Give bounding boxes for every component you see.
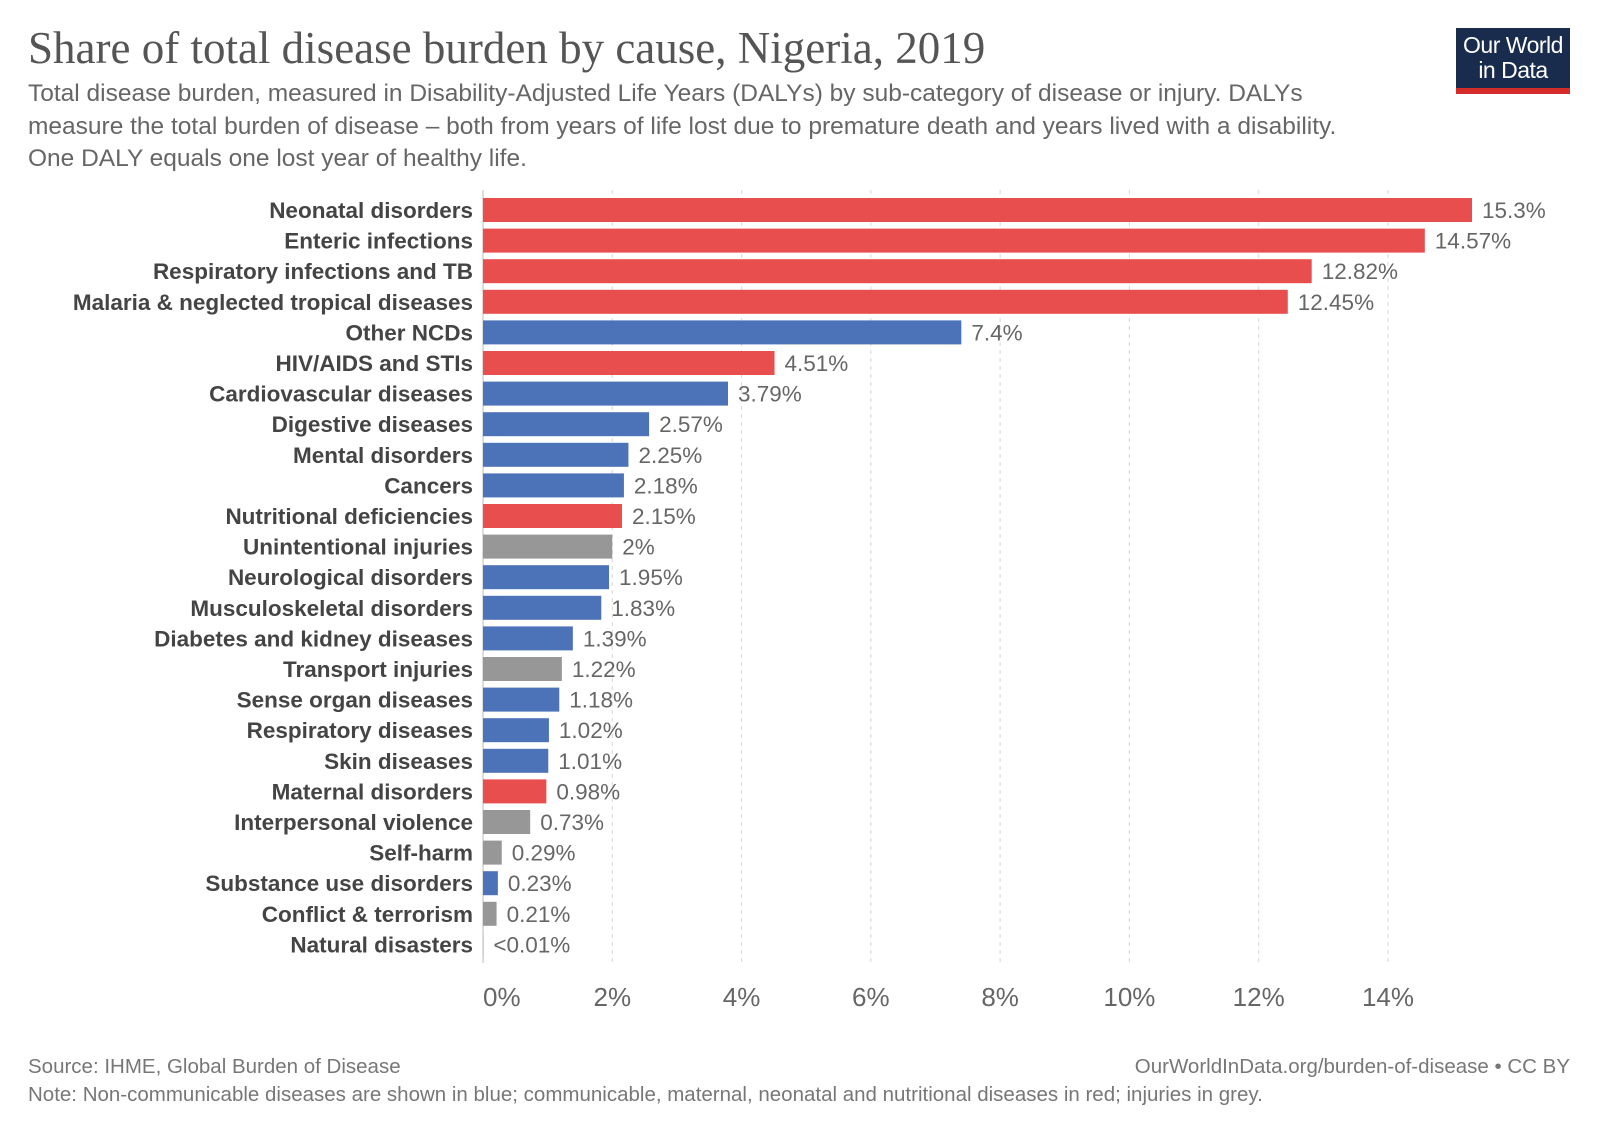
category-label: Neonatal disorders <box>269 198 473 223</box>
logo-line-1: Our World <box>1463 32 1563 58</box>
category-label: Interpersonal violence <box>234 810 473 835</box>
bar <box>483 259 1312 284</box>
value-label: 2.57% <box>659 412 723 437</box>
source-note: Source: IHME, Global Burden of Disease <box>28 1055 401 1078</box>
category-label: Musculoskeletal disorders <box>190 596 473 621</box>
value-label: 0.21% <box>507 902 571 927</box>
category-label: Enteric infections <box>284 229 473 254</box>
bar <box>483 381 728 406</box>
bar-chart: Neonatal disorders Enteric infections Resp… <box>73 190 1546 1012</box>
bar <box>483 840 502 865</box>
bar <box>483 504 622 528</box>
value-label: 1.83% <box>611 596 675 621</box>
value-label: 4.51% <box>785 351 849 376</box>
category-label: Other NCDs <box>345 320 473 345</box>
category-label: Nutritional deficiencies <box>225 504 473 529</box>
category-label: Diabetes and kidney diseases <box>154 626 473 651</box>
bar <box>483 657 562 681</box>
value-label: 2.15% <box>632 504 696 529</box>
bar <box>483 320 962 345</box>
bar <box>483 289 1288 314</box>
bar <box>483 687 560 712</box>
value-label: 0.29% <box>512 841 576 866</box>
bar <box>483 748 549 773</box>
bar <box>483 810 531 834</box>
value-label: 1.01% <box>558 749 622 774</box>
category-label: Maternal disorders <box>272 779 473 804</box>
value-label: <0.01% <box>493 932 570 957</box>
logo-line-2: in Data <box>1478 57 1548 83</box>
value-labels: 15.3% 14.57% 12.82% 12.45% 7.4% 4.51% 3.79% 2.5… <box>493 198 1545 957</box>
category-label: Conflict & terrorism <box>262 902 473 927</box>
owid-logo[interactable]: Our World in Data <box>1456 28 1570 94</box>
category-labels: Neonatal disorders Enteric infections Resp… <box>73 198 473 957</box>
x-tick-label: 14% <box>1362 982 1414 1012</box>
value-label: 1.95% <box>619 565 683 590</box>
bar <box>483 779 547 804</box>
chart-title: Share of total disease burden by cause, … <box>28 23 986 73</box>
bar <box>483 565 610 590</box>
x-axis-ticks: 0% 2% 4% 6% 8% 10% 12% 14% <box>483 982 1414 1012</box>
value-label: 1.39% <box>583 626 647 651</box>
value-label: 0.23% <box>508 871 572 896</box>
value-label: 12.45% <box>1298 290 1374 315</box>
value-label: 2% <box>622 535 655 560</box>
category-label: Mental disorders <box>293 443 473 468</box>
bar <box>483 442 629 467</box>
category-label: Substance use disorders <box>205 871 473 896</box>
x-tick-label: 0% <box>483 982 521 1012</box>
category-label: Sense organ diseases <box>237 688 473 713</box>
value-label: 3.79% <box>738 382 802 407</box>
bar <box>483 412 650 437</box>
value-label: 2.25% <box>638 443 702 468</box>
bar <box>483 626 573 651</box>
x-tick-label: 6% <box>852 982 890 1012</box>
gridlines <box>482 190 1389 963</box>
category-label: Skin diseases <box>324 749 473 774</box>
bar <box>483 871 498 896</box>
category-label: Self-harm <box>369 841 473 866</box>
value-label: 0.98% <box>556 779 620 804</box>
source-url-link[interactable]: OurWorldInData.org/burden-of-disease • C… <box>1134 1055 1570 1078</box>
bar <box>483 595 602 620</box>
category-label: Transport injuries <box>283 657 473 682</box>
bar <box>483 718 549 743</box>
chart-subtitle: Total disease burden, measured in Disabi… <box>28 80 1337 172</box>
x-tick-label: 8% <box>981 982 1019 1012</box>
category-label: Digestive diseases <box>272 412 473 437</box>
x-tick-label: 2% <box>593 982 631 1012</box>
category-label: Respiratory diseases <box>247 718 473 743</box>
value-label: 1.18% <box>569 688 633 713</box>
bar <box>483 198 1472 222</box>
value-label: 15.3% <box>1482 198 1546 223</box>
bar <box>483 228 1425 253</box>
value-label: 14.57% <box>1435 229 1511 254</box>
bar <box>483 534 613 559</box>
category-label: Respiratory infections and TB <box>153 259 473 284</box>
bar <box>483 473 624 498</box>
category-label: Cancers <box>384 473 473 498</box>
category-label: Unintentional injuries <box>243 535 473 560</box>
value-label: 7.4% <box>971 320 1022 345</box>
bar <box>483 901 497 926</box>
color-note: Note: Non-communicable diseases are show… <box>28 1083 1263 1106</box>
value-label: 1.02% <box>559 718 623 743</box>
category-label: Malaria & neglected tropical diseases <box>73 290 473 315</box>
value-label: 12.82% <box>1322 259 1398 284</box>
bars <box>483 198 1472 957</box>
category-label: Cardiovascular diseases <box>209 382 473 407</box>
x-tick-label: 10% <box>1103 982 1155 1012</box>
category-label: HIV/AIDS and STIs <box>275 351 473 376</box>
value-label: 0.73% <box>540 810 604 835</box>
category-label: Natural disasters <box>290 932 473 957</box>
bar <box>483 351 775 375</box>
category-label: Neurological disorders <box>228 565 473 590</box>
x-tick-label: 4% <box>723 982 761 1012</box>
value-label: 1.22% <box>572 657 636 682</box>
x-tick-label: 12% <box>1233 982 1285 1012</box>
value-label: 2.18% <box>634 473 698 498</box>
